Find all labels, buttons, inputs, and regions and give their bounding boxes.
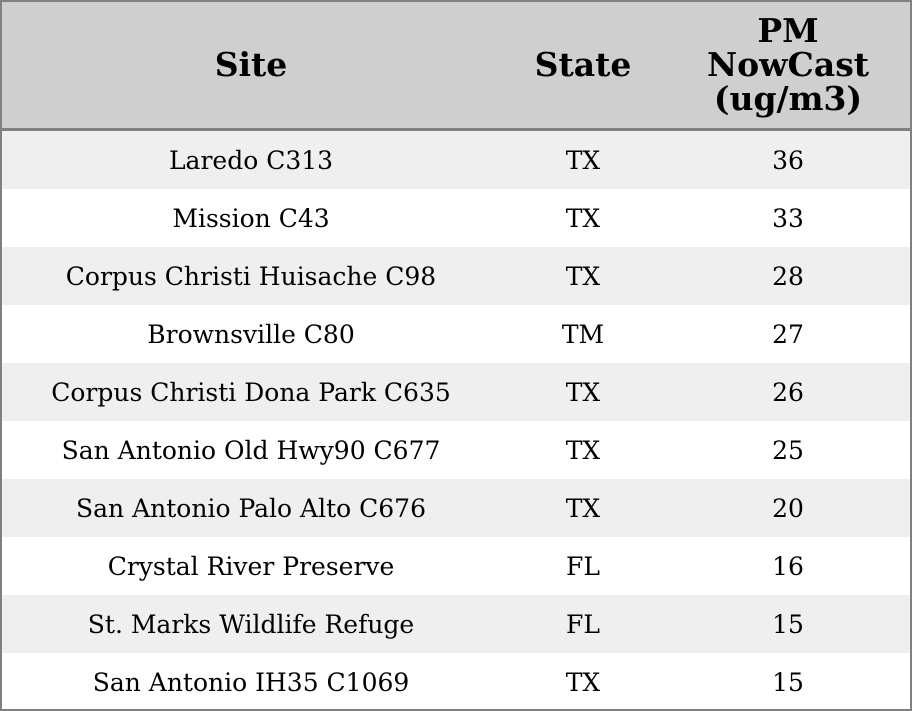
- table-cell: TX: [500, 189, 666, 247]
- header-text: PM NowCast (ug/m3): [706, 11, 870, 118]
- table-cell: TX: [500, 653, 666, 709]
- table-cell: TX: [500, 247, 666, 305]
- header-cell: Site: [2, 2, 500, 131]
- table-row: Corpus Christi Dona Park C635 TX 26: [2, 363, 910, 421]
- table-row: San Antonio IH35 C1069 TX 15: [2, 653, 910, 709]
- table-cell: 36: [666, 129, 910, 189]
- table-body: Laredo C313 TX 36 Mission C43 TX 33 Corpus Chr…: [2, 129, 910, 709]
- table-row: Brownsville C80 TM 27: [2, 305, 910, 363]
- table-row: Crystal River Preserve FL 16: [2, 537, 910, 595]
- table-cell: 20: [666, 479, 910, 537]
- table-cell: Mission C43: [2, 189, 500, 247]
- header-cell: PM NowCast (ug/m3): [666, 2, 910, 131]
- table-cell: TX: [500, 421, 666, 479]
- table-cell: San Antonio IH35 C1069: [2, 653, 500, 709]
- table-cell: Corpus Christi Huisache C98: [2, 247, 500, 305]
- table-cell: 15: [666, 653, 910, 709]
- table-header: Site State PM NowCast (ug/m3): [2, 2, 910, 131]
- table-cell: FL: [500, 537, 666, 595]
- table-cell: Laredo C313: [2, 129, 500, 189]
- table-cell: Crystal River Preserve: [2, 537, 500, 595]
- header-text: Site: [214, 45, 288, 84]
- table-cell: 16: [666, 537, 910, 595]
- table-row: St. Marks Wildlife Refuge FL 15: [2, 595, 910, 653]
- table-row: Laredo C313 TX 36: [2, 129, 910, 189]
- table-row: Mission C43 TX 33: [2, 189, 910, 247]
- table-cell: San Antonio Old Hwy90 C677: [2, 421, 500, 479]
- table-cell: TX: [500, 129, 666, 189]
- table-cell: Corpus Christi Dona Park C635: [2, 363, 500, 421]
- table-cell: Brownsville C80: [2, 305, 500, 363]
- table-cell: TX: [500, 479, 666, 537]
- table-cell: San Antonio Palo Alto C676: [2, 479, 500, 537]
- table-cell: TX: [500, 363, 666, 421]
- header-row: Site State PM NowCast (ug/m3): [2, 2, 910, 131]
- table-row: San Antonio Old Hwy90 C677 TX 25: [2, 421, 910, 479]
- table-cell: FL: [500, 595, 666, 653]
- table-cell: 27: [666, 305, 910, 363]
- table-cell: St. Marks Wildlife Refuge: [2, 595, 500, 653]
- table-cell: 28: [666, 247, 910, 305]
- table-cell: 15: [666, 595, 910, 653]
- header-cell: State: [500, 2, 666, 131]
- table-row: San Antonio Palo Alto C676 TX 20: [2, 479, 910, 537]
- table-cell: 25: [666, 421, 910, 479]
- header-text: State: [534, 45, 632, 84]
- table-cell: 33: [666, 189, 910, 247]
- table-row: Corpus Christi Huisache C98 TX 28: [2, 247, 910, 305]
- table-cell: TM: [500, 305, 666, 363]
- table-cell: 26: [666, 363, 910, 421]
